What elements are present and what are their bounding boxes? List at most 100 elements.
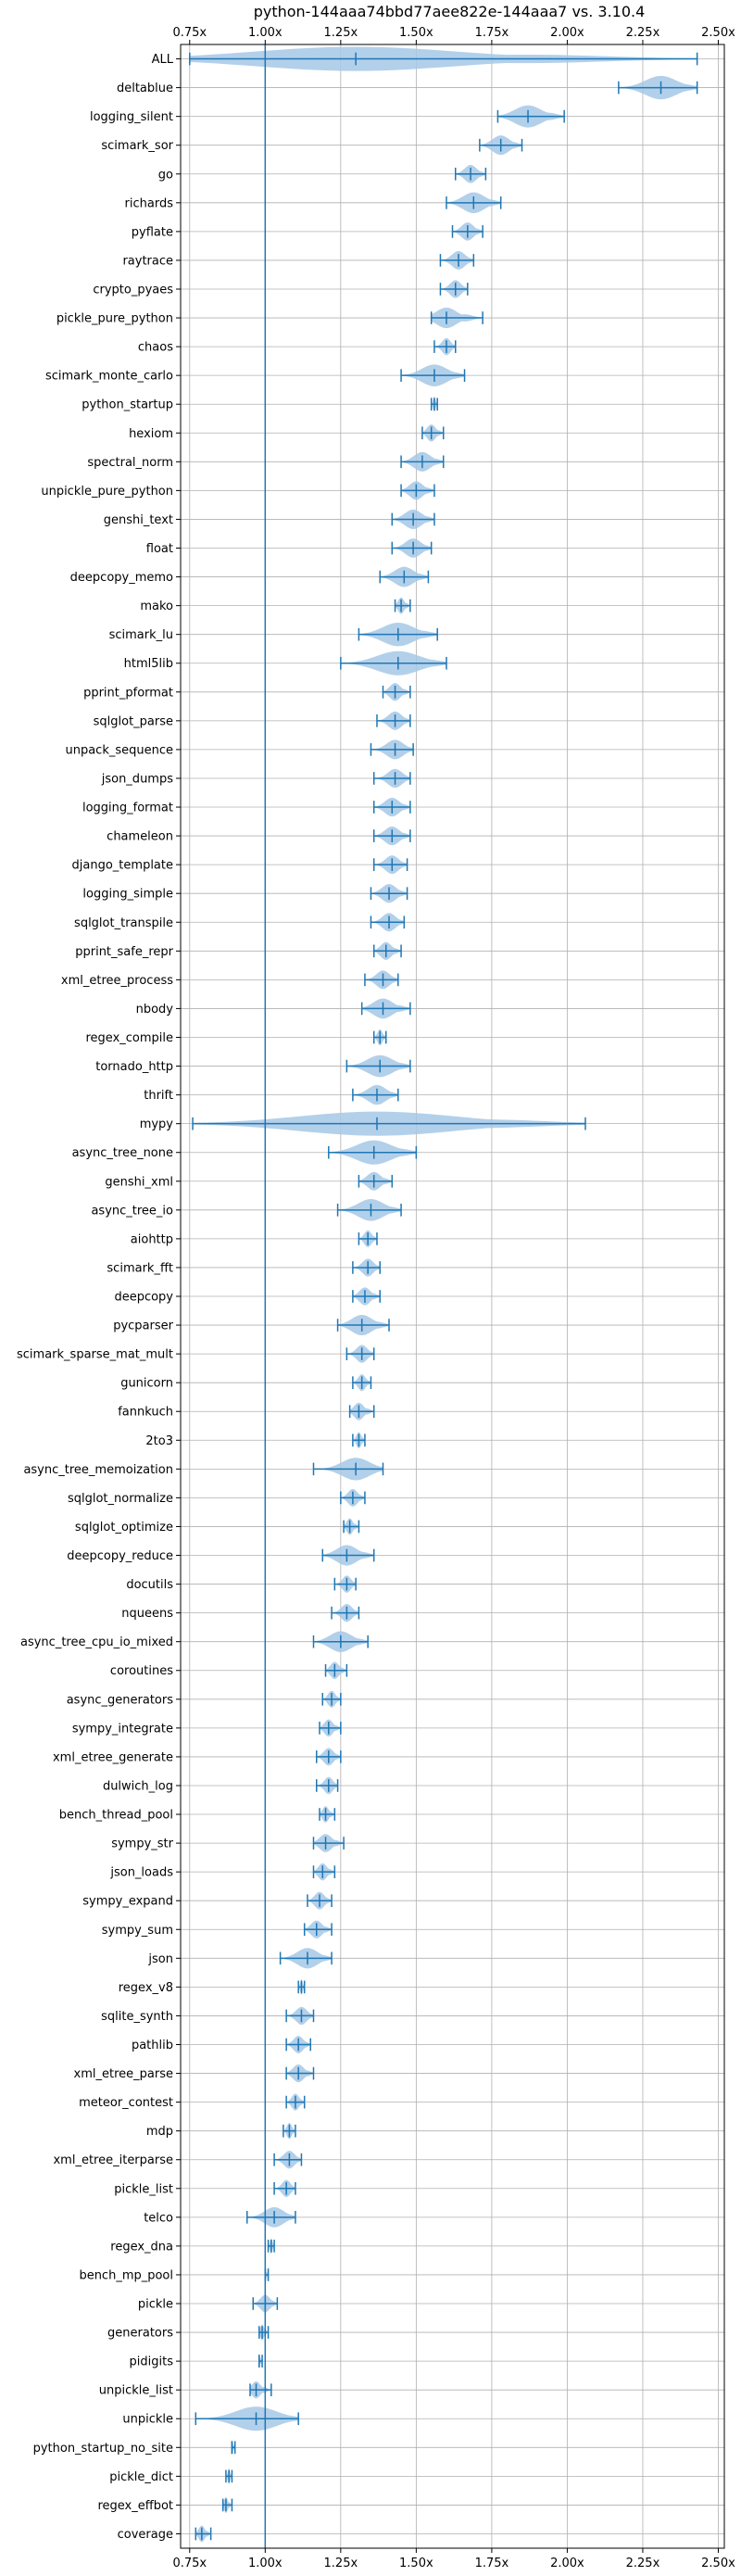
violin-html5lib [340,650,447,676]
violin-async_tree_none [328,1140,418,1165]
category-label: logging_simple [82,888,173,902]
category-label: scimark_sor [101,139,173,153]
category-label: pickle_dict [109,2470,173,2484]
category-label: pprint_pformat [83,686,173,700]
violin-nqueens [331,1604,360,1623]
category-label: deepcopy_reduce [67,1549,173,1563]
tick-label-bottom: 1.00x [248,2557,283,2570]
violin-nbody [360,998,411,1019]
tick-label-bottom: 1.25x [324,2557,358,2570]
violin-deepcopy_reduce [321,1545,375,1566]
violin-xml_etree_process [364,970,399,990]
violin-mypy [192,1111,586,1136]
violin-aiohttp [358,1230,378,1247]
category-label: deltablue [117,82,173,95]
category-label: coverage [118,2528,173,2542]
violin-scimark_monte_carlo [400,364,466,386]
category-label: regex_effbot [97,2499,173,2513]
category-label: sqlglot_parse [94,714,173,728]
category-label: meteor_contest [79,2096,173,2110]
violin-scimark_fft [352,1258,381,1277]
violin-scimark_sor [479,135,523,156]
category-label: json_dumps [101,772,173,786]
category-label: async_generators [67,1693,174,1707]
category-label: unpickle [122,2413,173,2427]
violin-mdp [283,2122,296,2140]
violin-coverage [195,2525,212,2543]
violin-json [279,1948,333,1969]
tick-label-bottom: 2.50x [701,2557,735,2570]
violin-2to3 [352,1432,366,1449]
category-label: ALL [152,53,174,67]
x-ticks: 0.75x 0.75x 1.00x 1.00x 1.25x 1.25x 1.50x 1.50x… [172,26,735,2570]
category-label: pyflate [132,225,173,239]
violin-raytrace [439,250,475,270]
category-label: regex_compile [85,1031,173,1045]
category-label: async_tree_memoization [23,1463,173,1477]
violin-docutils [333,1575,357,1593]
category-label: richards [125,196,174,210]
category-label: nbody [136,1003,174,1017]
violin-pickle_pure_python [430,307,484,329]
category-label: scimark_monte_carlo [45,370,173,384]
tick-label-top: 1.50x [399,26,433,40]
category-label: sqlglot_normalize [68,1492,173,1506]
violin-sympy_str [312,1834,345,1852]
violin-chameleon [372,826,411,846]
category-label: sympy_expand [82,1895,173,1909]
category-label: sympy_str [111,1837,173,1851]
violin-pidigits [258,2353,263,2369]
category-label: pidigits [130,2355,174,2369]
category-label: pprint_safe_repr [75,945,173,959]
violin-xml_etree_generate [316,1748,342,1766]
violin-logging_format [372,797,411,817]
violins [189,46,698,2543]
violin-genshi_text [391,509,435,529]
violin-unpickle [195,2406,299,2431]
violin-deltablue [618,75,698,100]
violin-bench_thread_pool [319,1806,336,1823]
tick-label-bottom: 0.75x [172,2557,207,2570]
category-label: unpack_sequence [65,743,173,757]
violin-pycparser [336,1315,390,1336]
violin-pickle_dict [225,2469,233,2484]
violin-gunicorn [352,1374,372,1392]
tick-label-bottom: 2.25x [626,2557,660,2570]
violin-richards [446,192,502,214]
tick-label-bottom: 1.50x [399,2557,433,2570]
category-label: deepcopy_memo [70,571,173,585]
chart-title: python-144aaa74bbd77aee822e-144aaa7 vs. … [254,3,646,20]
category-label: spectral_norm [87,456,173,470]
category-label: bench_mp_pool [79,2268,173,2282]
violin-regex_v8 [297,1979,306,1995]
category-label: dulwich_log [103,1779,173,1793]
category-label: thrift [144,1089,173,1103]
category-label: pickle_list [114,2182,173,2196]
violin-unpack_sequence [370,739,414,760]
category-label: pathlib [132,2039,173,2052]
violin-pprint_safe_repr [372,941,402,960]
category-label: sqlglot_optimize [75,1521,173,1534]
violin-regex_effbot [221,2496,233,2513]
category-label: generators [107,2327,173,2341]
category-label: tornado_http [95,1060,173,1074]
category-label: sqlglot_transpile [74,916,173,930]
violin-pathlib [285,2036,311,2053]
violin-deepcopy [352,1287,381,1306]
violin-django_template [372,855,408,875]
tick-label-top: 2.00x [550,26,584,40]
category-label: chameleon [107,830,173,844]
violin-sqlite_synth [285,2006,315,2026]
violin-spectral_norm [400,451,445,472]
category-label: coroutines [110,1664,173,1678]
category-label: hexiom [129,427,173,441]
category-label: pickle [138,2298,173,2312]
category-label: json [147,1952,173,1966]
grid [181,44,724,2548]
category-label: logging_format [82,802,173,815]
violin-sqlglot_parse [376,711,411,730]
tick-label-top: 1.25x [324,26,358,40]
violin-go [455,164,487,183]
category-label: sympy_sum [102,1924,173,1938]
